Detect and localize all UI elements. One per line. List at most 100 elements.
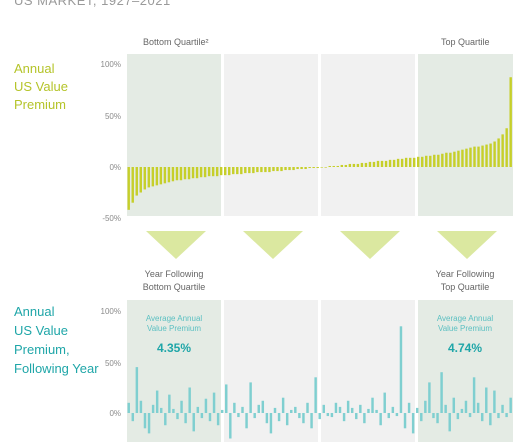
top-bars-group (127, 77, 512, 210)
premium-bar (501, 134, 504, 167)
premium-bar (316, 167, 319, 169)
following-year-bar (204, 398, 208, 413)
premium-bar (203, 167, 207, 178)
premium-bar (445, 152, 448, 167)
premium-bar (433, 154, 436, 167)
premium-bar (155, 167, 159, 186)
following-year-bar (452, 397, 456, 413)
following-year-bar (253, 413, 256, 419)
bottom-quartile-bg (127, 54, 221, 216)
following-year-bar (468, 413, 472, 418)
following-year-bar (249, 382, 252, 413)
premium-bar (408, 157, 412, 167)
premium-bar (441, 153, 444, 167)
premium-bar (175, 167, 179, 181)
following-year-bar (143, 413, 147, 429)
bottom-label-line: Following Year (14, 361, 99, 376)
following-year-bar (424, 400, 427, 413)
following-year-bar (233, 402, 236, 413)
premium-bar (352, 163, 356, 167)
following-year-bar (208, 413, 212, 422)
following-year-bar (306, 402, 309, 413)
premium-bar (296, 167, 299, 170)
premium-bar (211, 167, 215, 177)
y-tick-label: 100% (101, 307, 121, 316)
premium-bar (372, 161, 376, 167)
down-arrow-icon (340, 231, 400, 259)
following-year-bar (196, 406, 200, 413)
y-tick-label: -50% (102, 214, 121, 223)
premium-bar (404, 157, 408, 167)
following-year-bar (225, 384, 228, 413)
premium-bar (497, 138, 500, 167)
following-year-bar (318, 413, 321, 420)
following-year-bar (273, 407, 277, 413)
premium-bar (308, 167, 311, 169)
premium-bar (457, 150, 460, 167)
premium-bar (380, 160, 384, 167)
following-year-bar (497, 413, 500, 419)
following-year-bar (440, 372, 443, 413)
premium-bar (135, 167, 138, 196)
following-year-bar (420, 413, 423, 422)
bottom-bars-group (127, 326, 512, 439)
following-year-bar (192, 413, 195, 432)
premium-bar (328, 165, 331, 167)
following-year-bar (212, 392, 216, 413)
following-year-bar (428, 382, 431, 413)
premium-bar (388, 159, 392, 167)
premium-bar (437, 154, 440, 167)
following-year-bar (269, 413, 273, 434)
premium-bar (384, 160, 388, 167)
premium-bar (417, 156, 420, 167)
following-year-bar (509, 397, 512, 413)
premium-bar (280, 167, 283, 172)
middle-quartile-bg (224, 54, 318, 216)
following-year-bar (265, 413, 269, 424)
following-year-bar (338, 406, 342, 413)
premium-bar (284, 167, 287, 171)
following-year-bar (501, 404, 504, 413)
premium-bar (421, 156, 424, 167)
premium-bar (493, 141, 496, 167)
premium-bar (151, 167, 155, 187)
premium-bar (477, 146, 480, 167)
following-year-bar (432, 413, 435, 419)
down-arrow-icon (437, 231, 497, 259)
premium-bar (167, 167, 171, 183)
following-year-bar (489, 413, 492, 426)
premium-bar (195, 167, 199, 179)
following-year-bar (155, 390, 159, 413)
following-year-bar (298, 413, 301, 419)
premium-bar (348, 163, 352, 167)
premium-bar (324, 167, 327, 168)
premium-bar (368, 161, 372, 167)
following-year-bar (188, 387, 191, 413)
following-year-bar (261, 400, 265, 413)
premium-bar (300, 167, 303, 170)
premium-bar (360, 162, 364, 167)
following-year-bar (350, 407, 354, 413)
following-year-bar (285, 413, 289, 426)
premium-bar (131, 167, 134, 203)
premium-bar (224, 167, 227, 176)
following-year-bar (359, 404, 362, 413)
premium-bar (276, 167, 279, 172)
following-year-bar (363, 413, 366, 424)
following-year-bar (216, 413, 220, 426)
y-tick-label: 50% (105, 112, 121, 121)
premium-bar (183, 167, 187, 180)
following-year-bar (444, 404, 447, 413)
following-year-bar (160, 407, 163, 413)
page-title: US MARKET, 1927–2021 (14, 0, 171, 8)
premium-bar (332, 165, 335, 167)
top-label-line: Premium (14, 97, 67, 112)
premium-bar (449, 152, 452, 167)
following-year-bar (375, 409, 378, 413)
following-year-bar (168, 394, 171, 413)
top-quartile-bg (418, 300, 513, 442)
avg-value: 4.35% (157, 341, 191, 355)
premium-bar (199, 167, 203, 178)
top-chart-label: Annual US Value Premium (14, 60, 68, 114)
following-year-bar (131, 413, 135, 422)
